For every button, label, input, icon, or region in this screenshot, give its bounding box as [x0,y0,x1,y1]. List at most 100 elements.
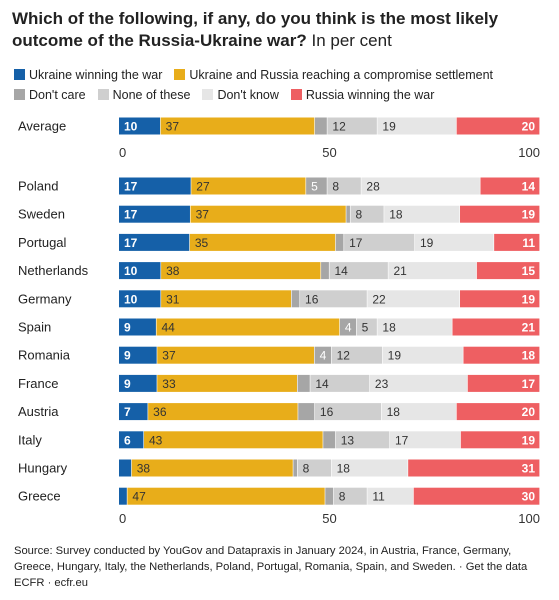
bar-segment [344,233,415,251]
data-label: 38 [166,264,180,278]
bar-segment [119,403,148,421]
row-label: France [18,376,58,391]
bar-segment [119,318,156,336]
data-label: 14 [522,180,536,194]
bar-segment [314,403,382,421]
legend-item: Russia winning the war [290,85,434,105]
bar-segment [476,262,540,280]
bar-segment [297,374,310,392]
data-label: 19 [388,349,402,363]
bar-segment [339,318,356,336]
bar-segment [413,487,540,505]
data-label: 19 [522,292,536,306]
bar-segment [456,117,540,135]
data-label: 8 [339,490,346,504]
data-label: 6 [124,433,131,447]
row-label: Poland [18,179,58,194]
bar-segment [191,177,306,195]
bar-segment [467,374,540,392]
bar-segment [367,487,414,505]
bar-segment [127,487,325,505]
bar-segment [157,346,315,364]
data-label: 31 [166,292,180,306]
legend-swatch [174,69,186,80]
data-label: 19 [420,236,434,250]
bar-segment [189,233,336,251]
bar-segment [356,318,377,336]
legend-item: Don't care [14,85,86,105]
data-label: 33 [162,377,176,391]
bar-segment [306,177,327,195]
bar-segment [346,205,350,223]
bar-segment [350,205,384,223]
bar-segment [329,262,388,280]
data-label: 19 [382,120,396,134]
bar-segment [456,403,540,421]
x-tick-label: 50 [322,145,336,160]
bar-segment [335,233,344,251]
bar-segment [389,431,461,449]
data-label: 21 [393,264,407,278]
row-label: Italy [18,432,42,447]
data-label: 22 [372,292,386,306]
bar-segment [119,431,144,449]
row-label: Greece [18,489,61,504]
data-label: 23 [375,377,389,391]
bar-segment [298,403,315,421]
bar-segment [119,346,157,364]
bar-segment [310,374,370,392]
data-label: 9 [124,321,131,335]
data-label: 10 [124,264,138,278]
x-tick-label: 100 [518,145,540,160]
bar-segment [369,374,468,392]
x-tick-label: 50 [322,511,336,526]
bar-segment [323,431,336,449]
row-label: Hungary [18,461,68,476]
source-note: Source: Survey conducted by YouGov and D… [14,543,549,591]
bar-segment [388,262,477,280]
bar-segment [367,290,460,308]
bar-segment [414,233,494,251]
row-label: Austria [18,404,59,419]
bar-segment [293,459,298,477]
bar-segment [119,487,127,505]
data-label: 9 [124,349,131,363]
data-label: 18 [522,349,536,363]
data-label: 16 [305,292,319,306]
data-label: 31 [522,462,536,476]
bar-segment [161,290,292,308]
data-label: 18 [387,405,401,419]
data-label: 8 [332,180,339,194]
bar-segment [460,205,540,223]
data-label: 9 [124,377,131,391]
legend-item: Ukraine winning the war [14,65,162,85]
bar-segment [325,487,334,505]
bar-segment [119,117,161,135]
data-label: 18 [337,462,351,476]
data-label: 28 [366,180,380,194]
bar-segment [361,177,480,195]
data-label: 5 [362,321,369,335]
bar-segment [156,318,340,336]
x-tick-label: 0 [119,511,126,526]
legend-label: Don't care [29,88,86,102]
bar-segment [331,346,383,364]
data-label: 19 [522,433,536,447]
bar-segment [314,346,332,364]
data-label: 18 [382,321,396,335]
title-unit: In per cent [311,31,392,50]
data-label: 4 [320,349,327,363]
source-credit: ECFR · ecfr.eu [14,577,88,589]
bar-segment [160,117,315,135]
legend-label: Don't know [217,88,279,102]
data-label: 18 [389,208,403,222]
row-label: Portugal [18,235,67,250]
row-label: Romania [18,348,71,363]
data-label: 37 [166,120,180,134]
x-tick-label: 0 [119,145,126,160]
data-label: 17 [522,377,536,391]
data-label: 7 [124,405,131,419]
bar-segment [131,459,293,477]
data-label: 11 [522,236,535,250]
